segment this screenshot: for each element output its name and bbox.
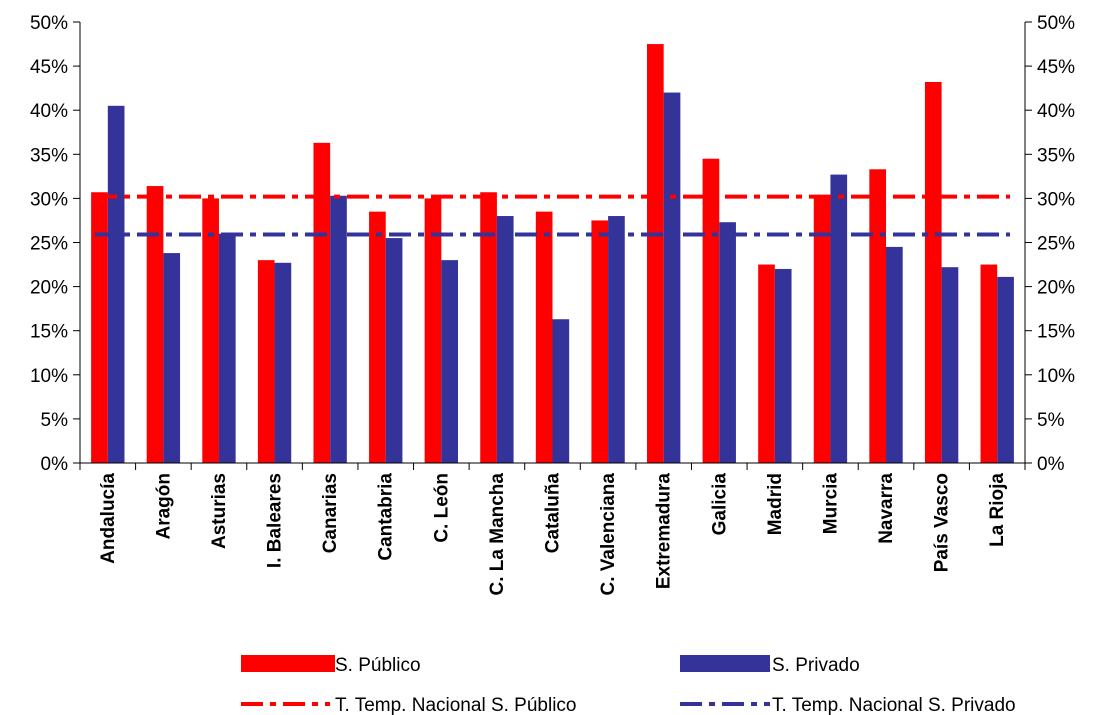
right-y-tick-label: 50% (1037, 13, 1075, 34)
category-label-murcia: Murcia (820, 473, 841, 535)
bar-s-publico-andalucia (91, 192, 108, 463)
left-y-axis-ticks: 0% 5% 10% 15% 20% 25% 30% 35% 40% 45% 50% (30, 13, 80, 475)
bar-s-privado-i-baleares (274, 262, 292, 463)
bar-s-publico-canarias (313, 142, 331, 464)
right-y-tick-label: 45% (1037, 57, 1075, 78)
bar-s-privado-cantabria (385, 238, 403, 463)
bar-s-privado-c-valenciana (608, 216, 625, 463)
right-y-tick-label: 15% (1037, 322, 1075, 343)
category-label-pais-vasco: País Vasco (932, 473, 953, 572)
right-y-axis-ticks: 0% 5% 10% 15% 20% 25% 30% 35% 40% 45% 50% (1025, 13, 1075, 475)
category-label-cataluna: Cataluña (543, 473, 564, 554)
category-label-navarra: Navarra (876, 473, 897, 544)
category-label-c-leon: C. León (431, 473, 452, 543)
left-y-tick-label: 20% (30, 278, 68, 299)
category-label-c-valenciana: C. Valenciana (598, 473, 619, 596)
bar-s-publico-c-valenciana (591, 220, 609, 463)
bar-s-publico-asturias (202, 198, 219, 463)
category-label-la-rioja: La Rioja (987, 473, 1008, 547)
left-y-tick-label: 15% (30, 322, 68, 343)
bar-s-publico-cataluna (535, 211, 553, 463)
category-label-aragon: Aragón (153, 473, 174, 540)
right-y-tick-label: 20% (1037, 278, 1075, 299)
legend-label-s-privado: S. Privado (772, 655, 860, 676)
category-label-galicia: Galicia (709, 473, 730, 536)
left-y-tick-label: 35% (30, 145, 68, 166)
bar-s-privado-canarias (330, 195, 347, 463)
left-y-tick-label: 0% (41, 454, 69, 475)
axes (79, 22, 1026, 470)
right-y-tick-label: 30% (1037, 189, 1075, 210)
bar-s-publico-galicia (702, 158, 720, 463)
right-y-tick-label: 25% (1037, 234, 1075, 255)
category-label-i-baleares: I. Baleares (265, 473, 286, 568)
left-y-tick-label: 30% (30, 189, 68, 210)
category-label-asturias: Asturias (209, 473, 230, 549)
bar-s-publico-pais-vasco (924, 81, 942, 463)
left-y-tick-label: 50% (30, 13, 68, 34)
bar-s-privado-navarra (886, 246, 903, 463)
bar-s-privado-galicia (719, 222, 736, 463)
bar-s-privado-c-la-mancha (496, 216, 514, 463)
bar-s-publico-extremadura (647, 44, 664, 464)
legend-swatch-s-publico (241, 655, 335, 672)
bar-s-publico-cantabria (369, 211, 386, 463)
bar-s-privado-murcia (830, 174, 848, 463)
category-label-cantabria: Cantabria (376, 473, 397, 561)
legend: S. Público S. Privado T. Temp. Nacional … (241, 655, 1016, 715)
bar-s-publico-murcia (813, 195, 831, 463)
left-y-tick-label: 5% (41, 410, 69, 431)
bar-s-publico-c-leon (424, 198, 442, 463)
category-label-extremadura: Extremadura (654, 473, 675, 590)
category-label-andalucia: Andalucía (98, 473, 119, 564)
legend-label-ref-publico: T. Temp. Nacional S. Público (335, 695, 577, 715)
right-y-tick-label: 5% (1037, 410, 1065, 431)
bar-s-privado-madrid (774, 268, 792, 463)
category-label-c-la-mancha: C. La Mancha (487, 473, 508, 596)
left-y-tick-label: 10% (30, 366, 68, 387)
right-y-tick-label: 35% (1037, 145, 1075, 166)
bar-s-privado-pais-vasco (941, 267, 959, 463)
bar-s-privado-asturias (218, 233, 236, 463)
left-y-tick-label: 45% (30, 57, 68, 78)
category-labels: Andalucía Aragón Asturias I. Baleares Canari… (98, 473, 1008, 596)
bar-s-privado-andalucia (107, 105, 125, 463)
left-y-tick-label: 40% (30, 101, 68, 122)
bar-s-publico-aragon (146, 186, 164, 463)
legend-label-ref-privado: T. Temp. Nacional S. Privado (772, 695, 1016, 715)
bar-s-publico-madrid (758, 264, 775, 463)
bar-s-publico-i-baleares (257, 260, 275, 463)
bar-s-publico-la-rioja (980, 264, 998, 463)
category-label-madrid: Madrid (765, 473, 786, 535)
bar-s-privado-cataluna (552, 319, 570, 463)
bars (91, 44, 1014, 464)
legend-label-s-publico: S. Público (335, 655, 421, 676)
legend-swatch-s-privado (680, 655, 770, 672)
bar-s-publico-c-la-mancha (480, 192, 497, 463)
left-y-tick-label: 25% (30, 234, 68, 255)
right-y-tick-label: 10% (1037, 366, 1075, 387)
bar-s-privado-c-leon (441, 260, 458, 463)
right-y-tick-label: 40% (1037, 101, 1075, 122)
bar-s-privado-la-rioja (997, 276, 1014, 463)
category-label-canarias: Canarias (320, 473, 341, 553)
reference-lines (95, 194, 1010, 237)
right-y-tick-label: 0% (1037, 454, 1065, 475)
bar-s-privado-aragon (163, 253, 181, 463)
bar-s-publico-navarra (869, 169, 887, 463)
bar-s-privado-extremadura (663, 92, 681, 463)
